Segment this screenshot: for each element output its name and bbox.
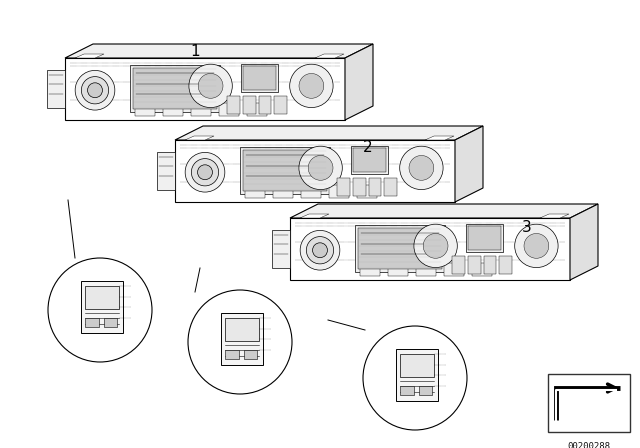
Circle shape [308,155,333,180]
Bar [357,185,376,198]
Polygon shape [175,140,455,202]
Bar [353,178,365,196]
Circle shape [188,290,292,394]
Circle shape [48,258,152,362]
Bar [301,185,321,198]
Polygon shape [315,54,344,58]
Bar [273,185,292,198]
Polygon shape [75,54,104,58]
Text: 00200288: 00200288 [568,442,611,448]
Polygon shape [290,218,570,280]
Bar [416,263,436,276]
Circle shape [290,64,333,108]
Bar [274,96,287,114]
Bar [247,103,267,116]
Circle shape [312,243,328,258]
Bar [81,281,123,333]
Bar [472,263,492,276]
Bar [351,146,388,174]
Circle shape [185,152,225,192]
Bar [468,256,481,274]
Bar [384,178,397,196]
Bar [499,256,512,274]
Circle shape [75,70,115,110]
Polygon shape [540,214,569,218]
Bar [191,103,211,116]
Text: 2: 2 [363,141,373,155]
Bar [130,65,220,112]
Bar [163,103,182,116]
Bar [353,148,386,172]
Circle shape [363,326,467,430]
Circle shape [88,83,102,98]
Polygon shape [65,44,373,58]
Bar [104,318,117,327]
Polygon shape [570,204,598,280]
Bar [259,96,271,114]
Polygon shape [157,152,175,190]
Polygon shape [47,70,65,108]
Bar [243,66,276,90]
Polygon shape [300,214,329,218]
Text: 3: 3 [522,220,532,236]
Bar [243,151,326,191]
Bar [337,178,350,196]
Bar [243,96,255,114]
Bar [221,314,263,366]
Circle shape [400,146,443,190]
Circle shape [189,64,232,108]
Circle shape [198,165,212,180]
Bar [358,228,442,269]
Polygon shape [425,136,454,140]
Circle shape [300,230,340,270]
Bar [468,226,500,250]
Bar [444,263,463,276]
Bar [388,263,408,276]
Bar [135,103,155,116]
Circle shape [524,233,548,258]
Polygon shape [185,136,214,140]
Bar [401,353,434,377]
Bar [355,225,445,272]
Bar [401,386,413,395]
Bar [452,256,465,274]
Circle shape [414,224,458,267]
Bar [225,350,239,359]
Bar [245,185,264,198]
Bar [86,285,119,309]
Bar [419,386,432,395]
Bar [133,69,216,109]
Bar [467,224,503,252]
Circle shape [198,73,223,98]
Bar [484,256,496,274]
Circle shape [81,77,109,104]
Bar [244,350,257,359]
Circle shape [423,233,448,258]
Bar [240,147,330,194]
Circle shape [299,73,324,98]
Bar [86,318,99,327]
Bar [548,374,630,432]
Polygon shape [175,126,483,140]
Text: 1: 1 [190,44,200,60]
Bar [219,103,239,116]
Bar [241,64,278,92]
Bar [227,96,240,114]
Polygon shape [272,230,290,267]
Polygon shape [65,58,345,120]
Bar [329,185,349,198]
Bar [369,178,381,196]
Bar [225,318,259,341]
Circle shape [299,146,342,190]
Bar [360,263,380,276]
Circle shape [191,159,219,186]
Polygon shape [345,44,373,120]
Polygon shape [455,126,483,202]
Circle shape [409,155,434,180]
Polygon shape [290,204,598,218]
Circle shape [515,224,558,267]
Bar [396,349,438,401]
Circle shape [307,237,333,264]
